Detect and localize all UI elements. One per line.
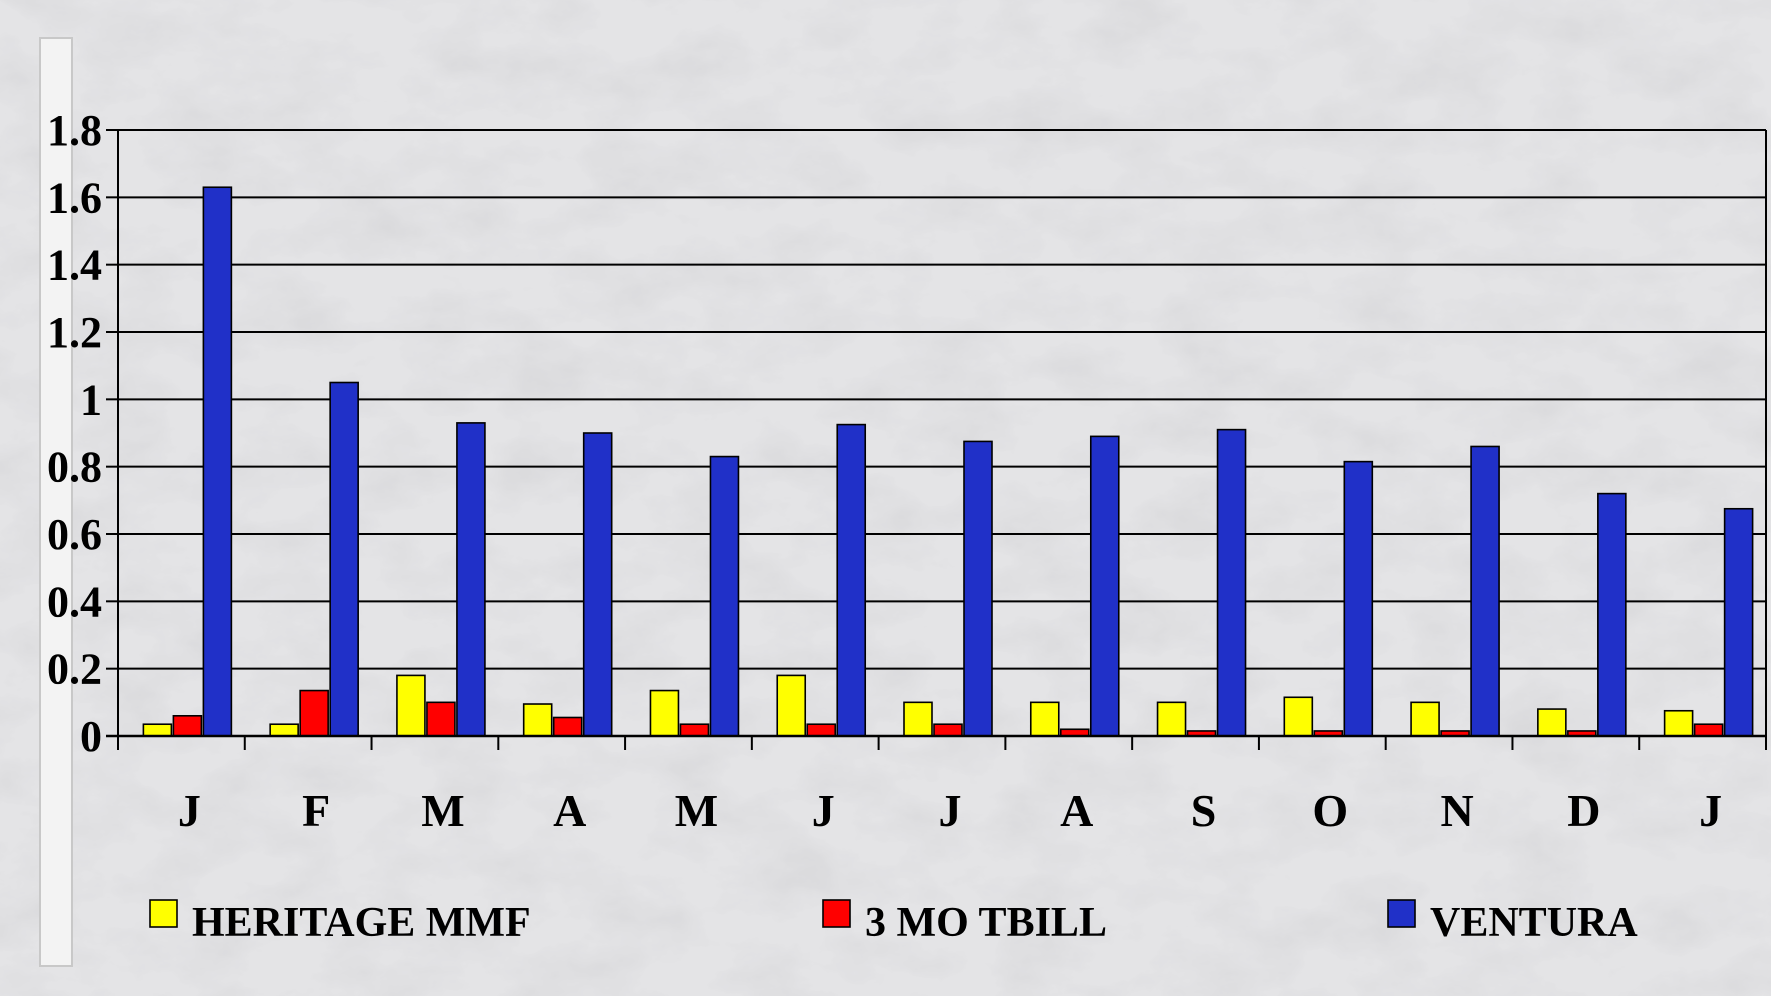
legend-label: VENTURA	[1430, 900, 1638, 946]
y-tick-labels: 0 0.2 0.4 0.6 0.8 1 1.2 1.4 1.6 1.8	[47, 106, 102, 761]
bar-3-mo-tbill	[172, 714, 203, 737]
legend-swatch	[1387, 899, 1416, 928]
legend-swatch	[149, 899, 178, 928]
bar-heritage-mmf	[1537, 708, 1567, 737]
bar-ventura	[709, 455, 740, 737]
bar-ventura	[1723, 507, 1754, 737]
y-tick-label: 1	[80, 375, 102, 424]
bar-heritage-mmf	[1156, 701, 1187, 737]
y-tick-label: 0.2	[47, 645, 102, 694]
bar-ventura	[1597, 492, 1627, 737]
bar-3-mo-tbill	[552, 716, 583, 737]
x-category-label: F	[302, 785, 330, 836]
bar-heritage-mmf	[1410, 701, 1440, 737]
legend-label: 3 MO TBILL	[865, 900, 1107, 946]
bar-3-mo-tbill	[426, 701, 456, 737]
bar-ventura	[963, 440, 993, 737]
bar-heritage-mmf	[1663, 709, 1694, 737]
bar-heritage-mmf	[522, 703, 553, 737]
y-tick-label: 0.8	[47, 443, 102, 492]
x-category-label: O	[1312, 785, 1348, 836]
bar-heritage-mmf	[649, 689, 680, 737]
bar-ventura	[1470, 445, 1500, 737]
bar-ventura	[329, 381, 359, 737]
bar-3-mo-tbill	[933, 723, 963, 737]
legend-swatch	[822, 899, 851, 928]
legend: HERITAGE MMF 3 MO TBILL VENTURA	[149, 899, 1638, 946]
bar-ventura	[202, 186, 233, 737]
x-category-label: J	[812, 785, 835, 836]
bar-3-mo-tbill	[679, 723, 710, 737]
y-tick-label: 0	[80, 712, 102, 761]
bar-ventura	[836, 423, 867, 737]
x-category-label: A	[553, 785, 586, 836]
y-tick-label: 1.2	[47, 308, 102, 357]
bar-heritage-mmf	[903, 701, 933, 737]
x-category-label: S	[1191, 785, 1217, 836]
legend-label: HERITAGE MMF	[192, 900, 531, 946]
y-tick-label: 1.4	[47, 241, 102, 290]
x-category-label: N	[1440, 785, 1473, 836]
bar-heritage-mmf	[1283, 696, 1314, 737]
bar-ventura	[582, 432, 613, 737]
x-category-label: J	[939, 785, 962, 836]
bar-heritage-mmf	[776, 674, 807, 737]
bar-3-mo-tbill	[1693, 723, 1724, 737]
bar-heritage-mmf	[269, 723, 299, 737]
bar-ventura	[1343, 460, 1374, 737]
bar-ventura	[1216, 428, 1247, 737]
bar-ventura	[456, 422, 486, 737]
slide-frame-left-bar	[39, 37, 73, 967]
x-category-label: J	[178, 785, 201, 836]
bar-3-mo-tbill	[806, 723, 837, 737]
bar-heritage-mmf	[396, 674, 426, 737]
bar-heritage-mmf	[142, 723, 173, 737]
y-tick-label: 0.6	[47, 510, 102, 559]
x-category-label: M	[675, 785, 718, 836]
bar-heritage-mmf	[1029, 701, 1060, 737]
axes	[106, 129, 1767, 750]
x-category-label: J	[1699, 785, 1722, 836]
x-category-label: A	[1060, 785, 1093, 836]
bars	[142, 186, 1754, 737]
x-category-label: M	[421, 785, 464, 836]
y-tick-label: 1.8	[47, 106, 102, 155]
bar-3-mo-tbill	[299, 689, 329, 737]
y-tick-label: 1.6	[47, 173, 102, 222]
y-tick-label: 0.4	[47, 577, 102, 626]
x-category-label: D	[1567, 785, 1600, 836]
gridlines	[118, 129, 1766, 670]
bar-ventura	[1089, 435, 1120, 737]
